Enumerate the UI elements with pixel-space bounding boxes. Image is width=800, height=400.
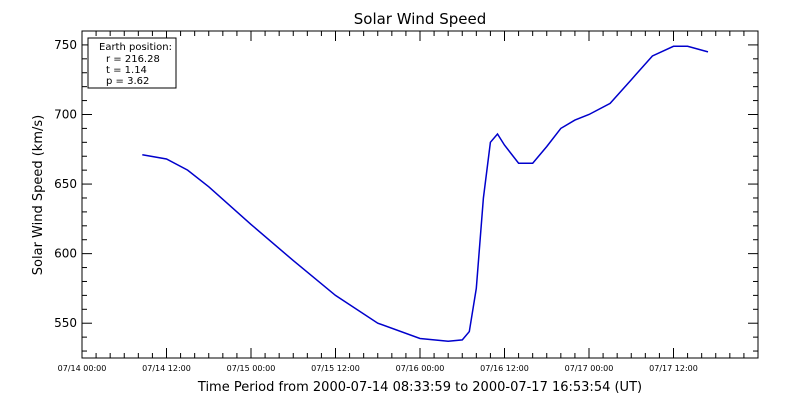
legend-title: Earth position: bbox=[99, 42, 172, 53]
x-axis-label: Time Period from 2000-07-14 08:33:59 to … bbox=[197, 380, 642, 395]
axis-ticks bbox=[81, 30, 759, 358]
legend-box: Earth position: r = 216.28 t = 1.14 p = … bbox=[87, 37, 177, 89]
x-tick-label: 07/17 00:00 bbox=[565, 364, 614, 373]
x-tick-label: 07/16 12:00 bbox=[480, 364, 529, 373]
axis-tick-labels: 550 600 650 700 750 07/14 00:00 07/14 12:00 07/… bbox=[54, 38, 698, 373]
legend-p: p = 3.62 bbox=[106, 76, 149, 87]
legend-frame bbox=[87, 37, 177, 89]
x-tick-label: 07/15 00:00 bbox=[227, 364, 276, 373]
y-axis-label: Solar Wind Speed (km/s) bbox=[31, 115, 46, 275]
x-tick-label: 07/14 12:00 bbox=[142, 364, 191, 373]
x-tick-label: 07/14 00:00 bbox=[58, 364, 107, 373]
plot-frame bbox=[81, 30, 759, 359]
y-tick-label: 700 bbox=[54, 107, 77, 121]
x-tick-label: 07/16 00:00 bbox=[396, 364, 445, 373]
legend-r: r = 216.28 bbox=[106, 54, 160, 65]
y-tick-label: 600 bbox=[54, 247, 77, 261]
chart-title: Solar Wind Speed bbox=[354, 10, 486, 28]
x-tick-label: 07/17 12:00 bbox=[649, 364, 698, 373]
y-tick-label: 550 bbox=[54, 316, 77, 330]
series-line bbox=[142, 45, 709, 343]
y-tick-label: 650 bbox=[54, 177, 77, 191]
y-tick-label: 750 bbox=[54, 38, 77, 52]
x-tick-label: 07/15 12:00 bbox=[311, 364, 360, 373]
legend-t: t = 1.14 bbox=[106, 65, 147, 76]
